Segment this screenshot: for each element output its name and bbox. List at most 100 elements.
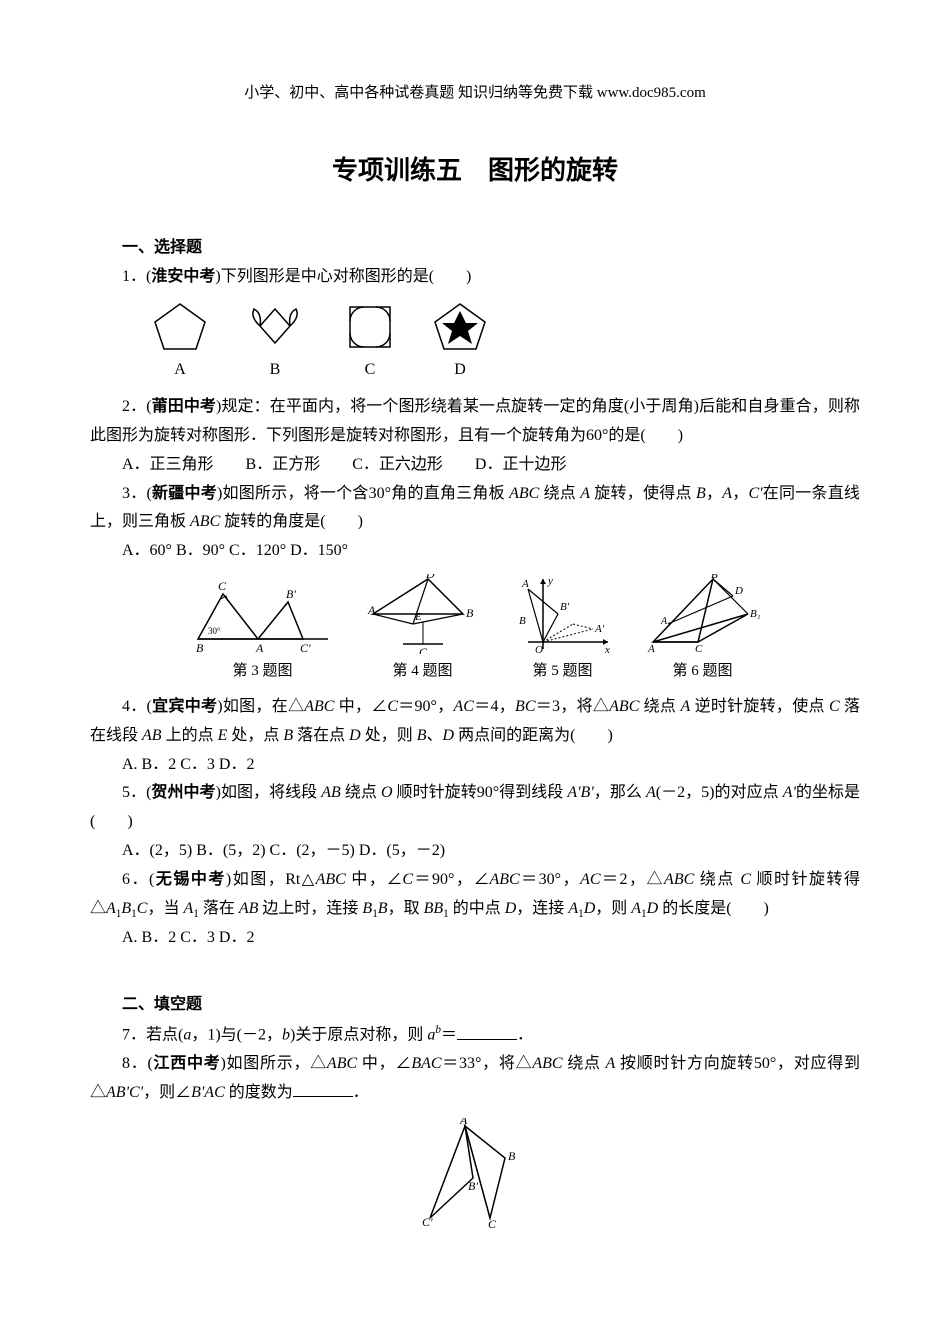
svg-text:A: A: [459, 1118, 468, 1127]
q8-tc: ＝33°，将△: [442, 1055, 533, 1072]
star-pentagon-icon: [430, 299, 490, 354]
q4-te: ＝3，将△: [536, 698, 610, 715]
q6-options: A. B．2 C．3 D．2: [90, 924, 860, 953]
q6-prefix: 6．(: [122, 871, 154, 888]
svg-text:B: B: [711, 574, 718, 581]
question-4: 4．(宜宾中考)如图，在△ABC 中，∠C＝90°，AC＝4，BC＝3，将△AB…: [90, 693, 860, 751]
q3-a2: A: [722, 485, 732, 502]
q4-tc: ＝90°，: [398, 698, 454, 715]
q4-tn: 两点间的距离为( ): [458, 727, 613, 744]
q6-c: C: [402, 871, 413, 888]
q5-options: A．(2，5) B．(5，2) C．(2，－5) D．(5，－2): [90, 837, 860, 866]
fig5-icon: A B B' A' O x y: [508, 574, 618, 654]
question-5: 5．(贺州中考)如图，将线段 AB 绕点 O 顺时针旋转90°得到线段 A'B'…: [90, 779, 860, 837]
q5-a: A: [646, 784, 656, 801]
svg-text:D: D: [425, 574, 435, 581]
q4-tm: 、: [427, 727, 443, 744]
q6-sub3: 1: [193, 908, 199, 920]
q1-prefix: 1．(: [122, 268, 151, 285]
svg-text:A: A: [255, 641, 264, 654]
question-3: 3．(新疆中考)如图所示，将一个含30°角的直角三角板 ABC 绕点 A 旋转，…: [90, 480, 860, 538]
q6-b1: B: [121, 900, 131, 917]
svg-text:C: C: [419, 645, 428, 654]
q4-c2: C: [829, 698, 840, 715]
q6-th: ，当: [147, 900, 179, 917]
q6-ac: AC: [580, 871, 600, 888]
q6-tn: ，则: [595, 900, 627, 917]
q6-te: ＝2，△: [601, 871, 665, 888]
diamond-shape-icon: [240, 299, 310, 354]
q4-abc: ABC: [304, 698, 334, 715]
q6-abc2: ABC: [489, 871, 519, 888]
shape-label-a: A: [174, 356, 186, 385]
q8-bold: 江西中考: [153, 1055, 221, 1072]
q1-bold: 淮安中考: [151, 268, 215, 285]
q4-d: D: [349, 727, 361, 744]
question-7: 7．若点(a，1)与(－2，b)关于原点对称，则 ab＝．: [90, 1020, 860, 1050]
q3-tg: 旋转的角度是( ): [224, 513, 363, 530]
question-8: 8．(江西中考)如图所示，△ABC 中，∠BAC＝33°，将△ABC 绕点 A …: [90, 1050, 860, 1108]
shape-a: A: [150, 299, 210, 385]
q1-text: )下列图形是中心对称图形的是( ): [215, 268, 471, 285]
shape-label-b: B: [270, 356, 281, 385]
q3-bold: 新疆中考: [152, 485, 217, 502]
fig4-icon: A B C D E: [363, 574, 483, 654]
q8-tb: 中，∠: [362, 1055, 411, 1072]
q3-abc2: ABC: [190, 513, 220, 530]
q2-prefix: 2．(: [122, 398, 152, 415]
figures-row: B A C' C B' 30° 第 3 题图 A B C D E 第 4 题图: [90, 574, 860, 685]
q6-ab: AB: [239, 900, 259, 917]
q7-tb: ，1)与(－2，: [191, 1027, 282, 1044]
q4-ac: AC: [453, 698, 473, 715]
question-1: 1．(淮安中考)下列图形是中心对称图形的是( ): [90, 263, 860, 292]
q7-te: ．: [517, 1027, 533, 1044]
q5-bold: 贺州中考: [151, 784, 215, 801]
q6-b1b: B: [362, 900, 372, 917]
q6-d2: D: [584, 900, 596, 917]
q2-options: A．正三角形 B．正方形 C．正六边形 D．正十边形: [90, 451, 860, 480]
q8-ta: )如图所示，△: [220, 1055, 326, 1072]
q4-ab: AB: [142, 727, 162, 744]
q4-tf: 绕点: [644, 698, 677, 715]
q7-tc: )关于原点对称，则: [290, 1027, 423, 1044]
q6-b: B: [378, 900, 388, 917]
q6-tl: 的中点: [453, 900, 501, 917]
q7-b: b: [282, 1027, 290, 1044]
svg-text:C: C: [695, 643, 703, 654]
q6-abc3: ABC: [664, 871, 694, 888]
q4-c: C: [387, 698, 398, 715]
svg-text:y: y: [547, 575, 553, 587]
q4-b2: B: [417, 727, 427, 744]
q6-ta: )如图，Rt△: [226, 871, 316, 888]
q6-c3: C: [137, 900, 148, 917]
q2-bold: 莆田中考: [152, 398, 216, 415]
q3-b: B: [696, 485, 706, 502]
figure-8: A B C B' C': [90, 1118, 860, 1239]
svg-text:A': A': [594, 623, 605, 635]
svg-text:B: B: [466, 606, 474, 620]
q8-bac: BAC: [411, 1055, 441, 1072]
main-title: 专项训练五 图形的旋转: [90, 147, 860, 194]
fig5-caption: 第 5 题图: [532, 658, 592, 685]
q6-d: D: [505, 900, 517, 917]
q4-prefix: 4．(: [122, 698, 152, 715]
header-note: 小学、初中、高中各种试卷真题 知识归纳等免费下载 www.doc985.com: [90, 80, 860, 107]
q4-ti: 上的点: [166, 727, 214, 744]
q3-a: A: [580, 485, 590, 502]
shape-label-d: D: [454, 356, 466, 385]
figure-4: A B C D E 第 4 题图: [363, 574, 483, 685]
svg-text:A: A: [647, 643, 655, 654]
shape-c: C: [340, 299, 400, 385]
pentagon-icon: [150, 299, 210, 354]
svg-text:B₁: B₁: [750, 608, 761, 620]
q4-tb: 中，∠: [339, 698, 388, 715]
q6-c2: C: [740, 871, 751, 888]
svg-text:30°: 30°: [208, 626, 221, 636]
figure-6: A C B B₁ D A₁ 第 6 题图: [643, 574, 763, 685]
q3-td: ，: [706, 485, 722, 502]
q8-abpcp: AB'C': [106, 1084, 143, 1101]
q4-d2: D: [443, 727, 455, 744]
q4-a: A: [681, 698, 691, 715]
q5-o: O: [381, 784, 393, 801]
q8-a: A: [606, 1055, 616, 1072]
